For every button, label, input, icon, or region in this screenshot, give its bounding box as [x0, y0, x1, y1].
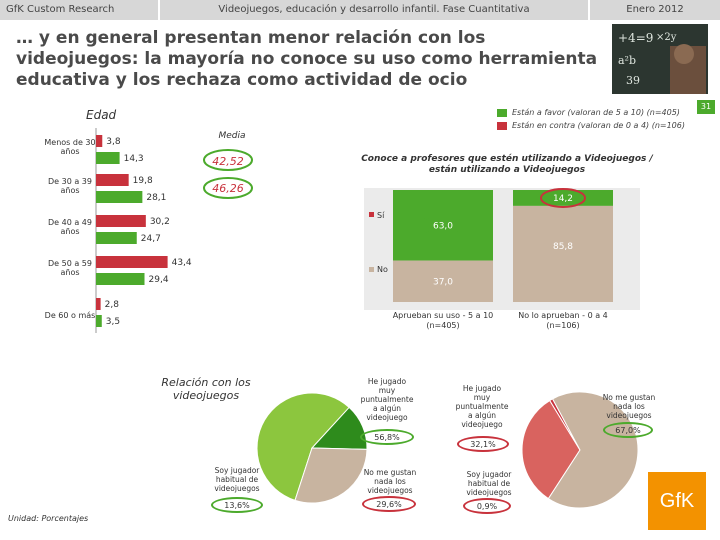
legend-label-contra: Están en contra (valoran de 0 a 4) (n=10…: [512, 121, 685, 130]
header-bar: GfK Custom Research Videojuegos, educaci…: [0, 0, 720, 20]
stacked-legend-swatch-no: [369, 267, 374, 272]
teachers-stacked-chart: Conoce a profesores que estén utilizando…: [361, 153, 653, 330]
report-title: Videojuegos, educación y desarrollo infa…: [160, 0, 590, 20]
pie-section-title: Relación con los videojuegos: [161, 376, 251, 402]
age-value-favor: 2,8: [105, 300, 120, 310]
unit-note: Unidad: Porcentajes: [8, 514, 89, 523]
pie2-label-puntual: He jugado muy puntualmente a algún videojueg…: [455, 384, 509, 429]
pie2-label-habitual: Soy jugador habitual de videojuegos: [466, 470, 512, 497]
media-label: Media: [218, 131, 245, 141]
media-value-favor: 42,52: [212, 155, 244, 168]
company-name: GfK Custom Research: [0, 0, 160, 20]
pie2-value-nogusta: 67,0%: [603, 422, 653, 438]
age-bar-chart: Menos de 30 años 3,814,3 De 30 a 39 años 19,8…: [44, 128, 253, 333]
stacked-value-label: 14,2: [553, 194, 573, 204]
age-value-favor: 3,8: [106, 137, 121, 147]
age-bar-favor: [96, 174, 129, 186]
pie1-value-habitual: 13,6%: [211, 497, 263, 513]
svg-text:+4=9: +4=9: [618, 31, 653, 45]
age-category-label: De 60 o más: [45, 311, 96, 320]
stacked-chart-title: Conoce a profesores que estén utilizando…: [361, 153, 653, 175]
pie2-value-puntual: 32,1%: [457, 436, 509, 452]
stacked-value-label: 85,8: [553, 242, 573, 252]
stacked-segment-si: [393, 190, 493, 261]
stacked-legend-swatch-si: [369, 212, 374, 217]
stacked-segment-no: [393, 260, 493, 302]
age-bar-favor: [96, 215, 146, 227]
stacked-legend-no: No: [377, 265, 388, 274]
age-bar-contra: [96, 152, 120, 164]
highlight-oval-si-contra: [540, 188, 586, 208]
age-bar-contra: [96, 232, 137, 244]
age-category-label: Menos de 30 años: [44, 138, 95, 156]
pie1-value-nogusta: 29,6%: [362, 496, 416, 512]
pie2-value-habitual: 0,9%: [463, 498, 511, 514]
pie2-slice: [547, 391, 639, 509]
stacked-category-label: No lo aprueban - 0 a 4 (n=106): [518, 311, 608, 330]
pie1-value-puntual: 56,8%: [360, 429, 414, 445]
pie1-slice: [256, 392, 350, 501]
highlight-oval-si: [420, 214, 466, 236]
page-number: 31: [697, 100, 715, 114]
pie2-label-nogusta: No me gustan nada los videojuegos: [602, 393, 656, 420]
legend-label-favor: Están a favor (valoran de 5 a 10) (n=405…: [512, 108, 680, 117]
age-value-contra: 29,4: [149, 275, 169, 285]
media-oval-favor: [203, 149, 253, 171]
age-value-contra: 3,5: [106, 317, 120, 327]
age-value-contra: 24,7: [141, 234, 161, 244]
media-oval-contra: [203, 177, 253, 199]
svg-text:×2y: ×2y: [656, 32, 677, 43]
pie1-label-nogusta: No me gustan nada los videojuegos: [363, 468, 417, 495]
age-value-favor: 30,2: [150, 217, 170, 227]
age-chart-title: Edad: [86, 108, 117, 122]
age-category-label: De 30 a 39 años: [48, 177, 92, 195]
pie2-slice: [521, 399, 581, 500]
stacked-segment-si: [513, 190, 613, 206]
media-value-contra: 46,26: [212, 182, 244, 195]
age-bar-contra: [96, 191, 143, 203]
pie-charts: [256, 391, 639, 509]
stacked-value-label: 37,0: [433, 277, 453, 287]
age-value-favor: 19,8: [133, 176, 153, 186]
pie1-label-habitual: Soy jugador habitual de videojuegos: [214, 466, 260, 493]
age-bar-favor: [96, 135, 103, 147]
age-category-label: De 50 a 59 años: [48, 259, 92, 277]
pie1-slice: [294, 447, 368, 504]
age-value-contra: 14,3: [124, 154, 144, 164]
stacked-value-label: 63,0: [433, 221, 453, 231]
gfk-logo: GfK: [648, 472, 706, 530]
legend-swatch-favor: [497, 109, 507, 117]
stacked-category-label: Aprueban su uso - 5 a 10 (n=405): [393, 311, 494, 330]
age-bar-contra: [96, 273, 145, 285]
age-category-label: De 40 a 49 años: [48, 218, 92, 236]
stacked-segment-no: [513, 205, 613, 302]
report-date: Enero 2012: [626, 4, 684, 15]
page-headline: … y en general presentan menor relación …: [16, 28, 598, 90]
legend-swatch-contra: [497, 122, 507, 130]
age-bar-favor: [96, 256, 168, 268]
age-value-favor: 43,4: [172, 258, 192, 268]
pie1-label-puntual: He jugado muy puntualmente a algún videojueg…: [360, 377, 414, 422]
age-value-contra: 28,1: [146, 193, 166, 203]
chalkboard-photo: +4=9 ×2y a²b 39: [612, 24, 708, 94]
svg-text:39: 39: [626, 74, 640, 87]
age-bar-contra: [96, 315, 102, 327]
svg-text:a²b: a²b: [618, 54, 636, 67]
age-bar-favor: [96, 298, 101, 310]
stacked-legend-si: Sí: [377, 211, 385, 220]
